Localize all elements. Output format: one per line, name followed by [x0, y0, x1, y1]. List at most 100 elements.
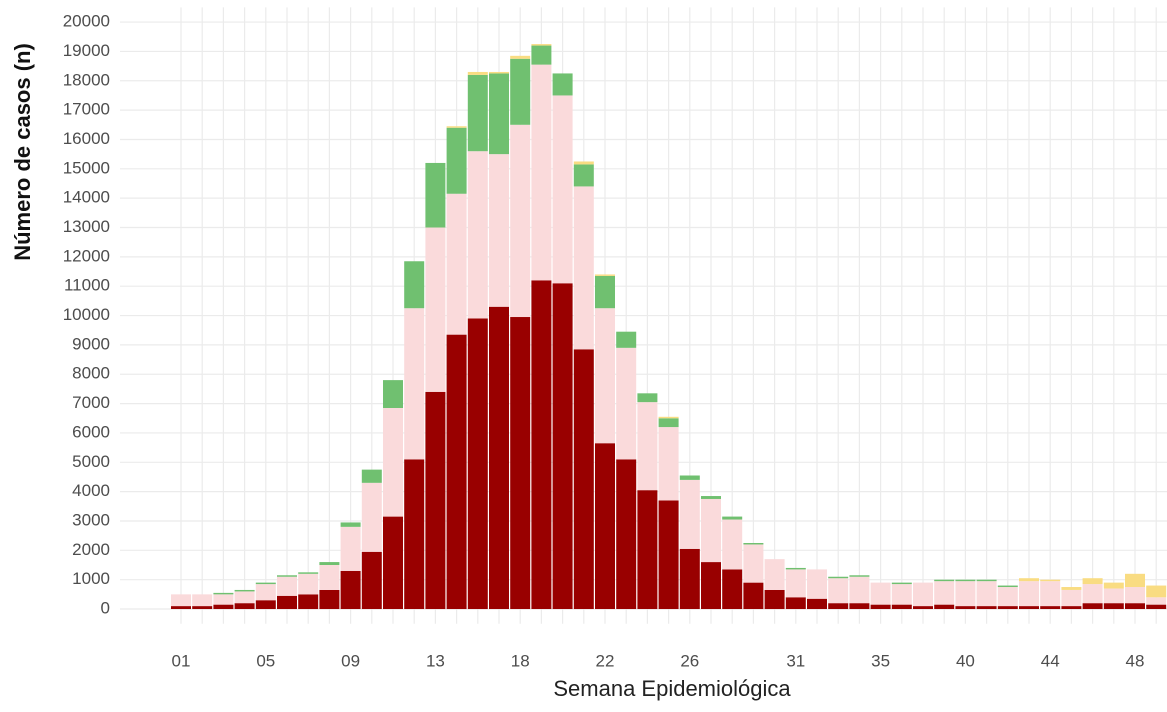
- bar-segment: [976, 579, 997, 582]
- bar-segment: [192, 594, 213, 607]
- bar-segment: [1146, 597, 1167, 605]
- bar-segment: [573, 186, 594, 350]
- bar-segment: [1125, 603, 1145, 610]
- y-tick-label: 17000: [63, 100, 110, 119]
- bar-segment: [849, 576, 870, 604]
- bar-segment: [1082, 578, 1103, 585]
- bar-segment: [489, 154, 509, 307]
- bar-segment: [679, 548, 700, 610]
- y-tick-label: 4000: [72, 481, 110, 500]
- x-tick-label: 01: [172, 651, 191, 670]
- y-tick-label: 1000: [72, 569, 110, 588]
- bar-segment: [277, 576, 297, 596]
- y-tick-label: 7000: [72, 393, 110, 412]
- x-tick-label: 22: [596, 651, 615, 670]
- bar-segment: [1040, 606, 1061, 610]
- bar-segment: [976, 581, 997, 607]
- bar-segment: [425, 162, 446, 228]
- bar-segment: [552, 283, 573, 610]
- bar-segment: [595, 443, 615, 610]
- bar-segment: [807, 598, 827, 610]
- bar-segment: [383, 407, 403, 517]
- y-tick-label: 3000: [72, 510, 110, 529]
- bar-segment: [934, 579, 955, 582]
- y-tick-label: 2000: [72, 540, 110, 559]
- bar-segment: [340, 526, 361, 571]
- bar-segment: [404, 308, 425, 460]
- y-tick-label: 20000: [63, 12, 110, 31]
- bar-segment: [1019, 581, 1039, 607]
- x-tick-label: 13: [426, 651, 445, 670]
- bar-segment: [913, 606, 933, 610]
- bar-segment: [1103, 582, 1124, 589]
- bar-segment: [785, 569, 806, 598]
- x-tick-label: 35: [871, 651, 890, 670]
- bar-segment: [807, 569, 827, 599]
- bar-segment: [658, 427, 679, 501]
- bar-segment: [595, 274, 615, 276]
- bar-segment: [573, 349, 594, 610]
- bar-segment: [213, 594, 234, 605]
- y-tick-label: 6000: [72, 422, 110, 441]
- bar-segment: [489, 73, 509, 155]
- bar-segment: [934, 581, 955, 605]
- bar-segment: [446, 127, 467, 194]
- bar-segment: [510, 124, 531, 318]
- bar-segment: [891, 584, 912, 605]
- bar-segment: [234, 591, 255, 604]
- x-tick-label: 40: [956, 651, 975, 670]
- bar-segment: [1061, 589, 1082, 607]
- bar-segment: [1040, 581, 1061, 607]
- y-axis-title: Número de casos (n): [10, 43, 35, 261]
- x-tick-label: 44: [1041, 651, 1060, 670]
- bar-segment: [531, 44, 552, 46]
- bar-segment: [785, 567, 806, 570]
- bar-segment: [1019, 578, 1039, 582]
- bar-segment: [277, 575, 297, 577]
- bar-segment: [616, 347, 637, 460]
- bar-segment: [1061, 606, 1082, 610]
- bar-segment: [531, 64, 552, 281]
- bar-segment: [489, 71, 509, 74]
- bar-segment: [785, 597, 806, 610]
- y-tick-label: 19000: [63, 41, 110, 60]
- bar-segment: [722, 516, 743, 520]
- bar-segment: [531, 280, 552, 610]
- bar-segment: [213, 604, 234, 610]
- bar-segment: [298, 572, 319, 574]
- bar-segment: [849, 603, 870, 610]
- bar-segment: [446, 126, 467, 128]
- bar-segment: [510, 58, 531, 125]
- bar-segment: [467, 318, 488, 610]
- bar-segment: [658, 418, 679, 428]
- bar-segment: [467, 71, 488, 75]
- y-tick-label: 16000: [63, 129, 110, 148]
- bar-segment: [1103, 603, 1124, 610]
- bar-segment: [997, 587, 1018, 607]
- bar-segment: [891, 604, 912, 610]
- x-axis-title: Semana Epidemiológica: [553, 676, 791, 701]
- bar-segment: [658, 500, 679, 610]
- bar-segment: [361, 551, 382, 610]
- x-tick-label: 31: [786, 651, 805, 670]
- bar-segment: [828, 578, 849, 604]
- bar-segment: [192, 606, 213, 610]
- bar-segment: [446, 193, 467, 335]
- bar-segment: [1125, 573, 1145, 588]
- bar-segment: [319, 589, 340, 610]
- bar-segment: [277, 595, 297, 610]
- bar-segment: [510, 317, 531, 610]
- bar-segment: [361, 469, 382, 483]
- bar-segment: [234, 589, 255, 592]
- bar-segment: [298, 573, 319, 595]
- y-tick-label: 8000: [72, 364, 110, 383]
- bar-segment: [404, 459, 425, 610]
- bar-segment: [467, 151, 488, 319]
- bar-segment: [171, 594, 191, 607]
- bar-segment: [552, 95, 573, 284]
- y-tick-label: 11000: [64, 276, 110, 295]
- bar-segment: [828, 576, 849, 579]
- y-tick-label: 14000: [63, 188, 110, 207]
- bar-segment: [1082, 603, 1103, 610]
- bar-segment: [425, 227, 446, 392]
